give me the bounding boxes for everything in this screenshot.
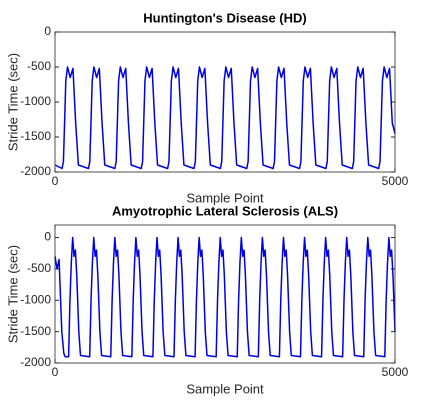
- x-tick-label: 5000: [382, 174, 409, 188]
- y-tick-label: -2000: [20, 355, 51, 369]
- x-tick-label: 5000: [382, 365, 409, 379]
- y-tick-label: 0: [44, 24, 51, 38]
- axes-box: [54, 31, 396, 173]
- axes-box: [54, 224, 396, 364]
- y-tick-label: -1000: [20, 292, 51, 306]
- data-line: [54, 236, 396, 358]
- x-tick-label: 0: [52, 365, 59, 379]
- plot-area: [55, 32, 395, 172]
- y-tick-label: -500: [27, 261, 51, 275]
- chart-title: Amyotrophic Lateral Sclerosis (ALS): [112, 203, 338, 218]
- chart-title: Huntington's Disease (HD): [143, 10, 306, 25]
- y-tick-label: -1500: [20, 129, 51, 143]
- y-tick-label: -1500: [20, 324, 51, 338]
- data-line: [54, 66, 396, 170]
- x-axis-label: Sample Point: [186, 190, 264, 205]
- y-tick-label: 0: [44, 230, 51, 244]
- y-tick-label: -1000: [20, 94, 51, 108]
- x-axis-label: Sample Point: [186, 381, 264, 396]
- x-tick-label: 0: [52, 174, 59, 188]
- y-axis-label: Stride Time (sec): [5, 245, 20, 343]
- y-tick-label: -500: [27, 59, 51, 73]
- y-axis-label: Stride Time (sec): [5, 53, 20, 151]
- y-tick-label: -2000: [20, 164, 51, 178]
